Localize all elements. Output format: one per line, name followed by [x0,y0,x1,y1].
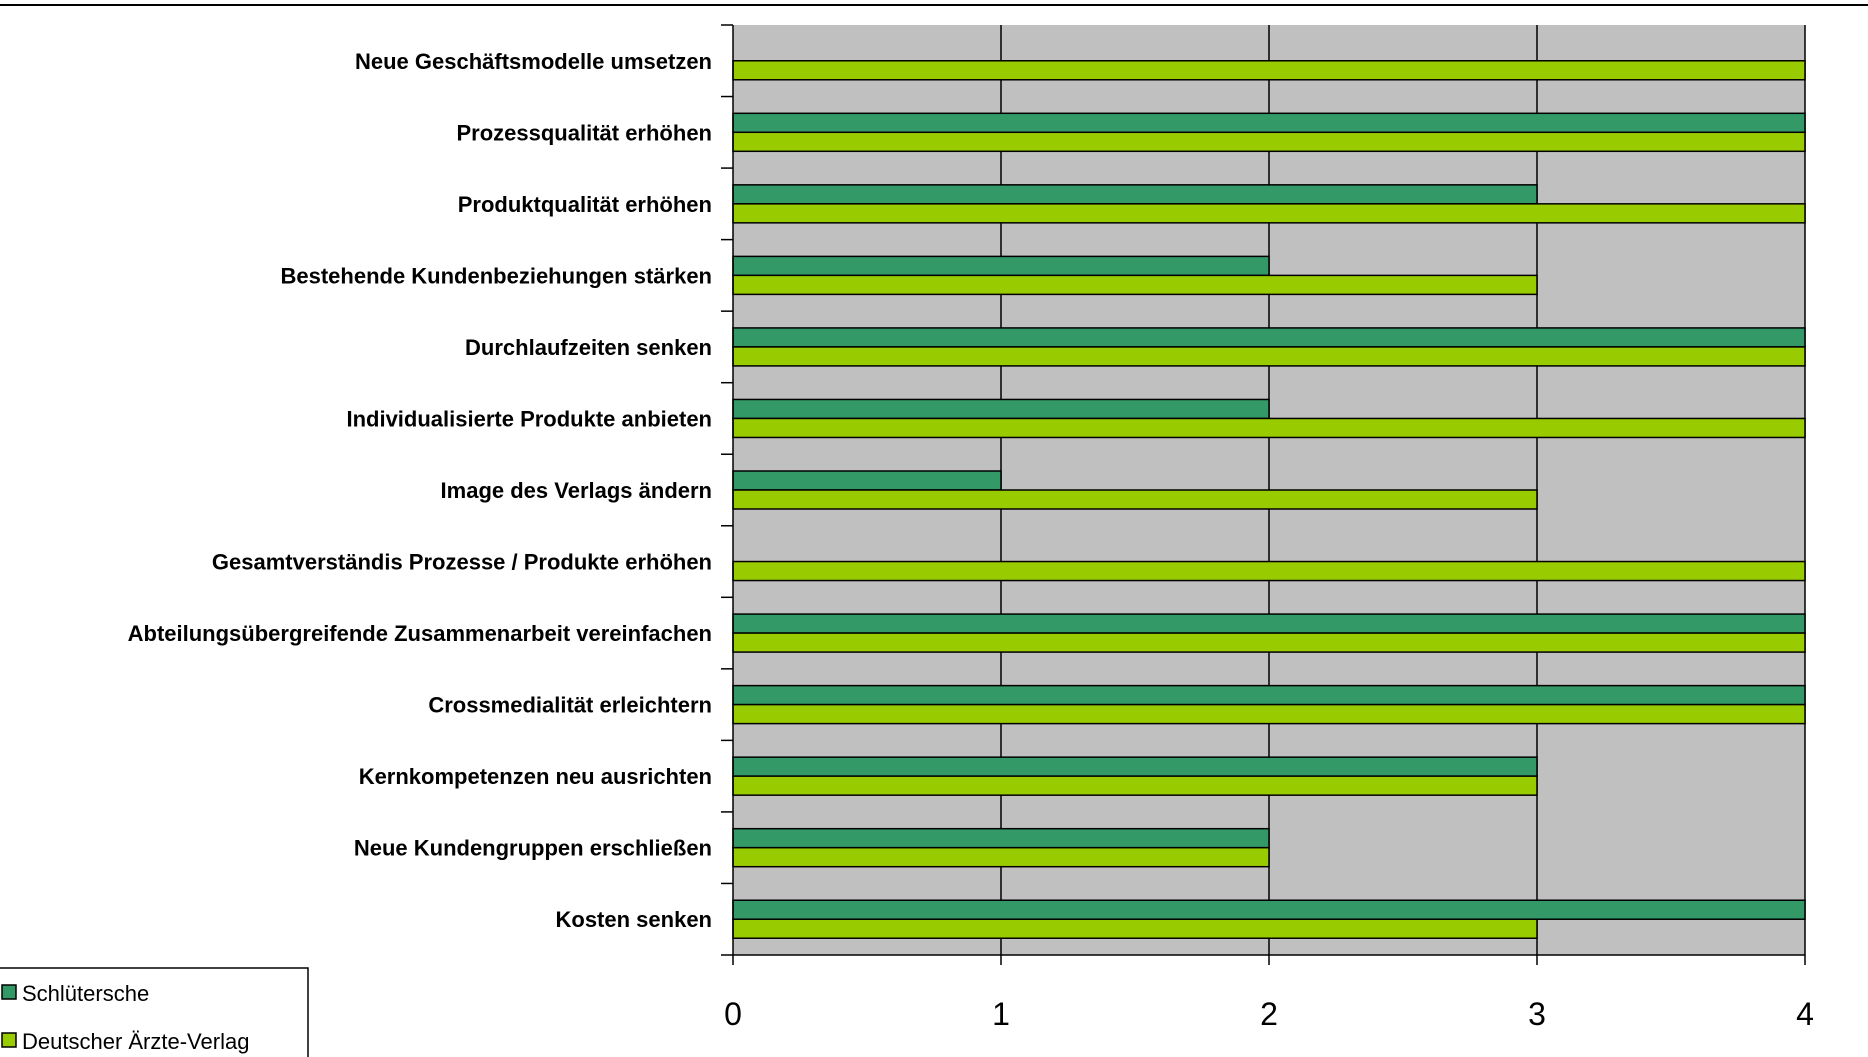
bar [732,703,1806,725]
bar [732,775,1538,796]
x-tick-label: 1 [992,996,1010,1032]
bar [732,756,1538,777]
legend-label-deutscher-arzte-verlag: Deutscher Ärzte-Verlag [22,1029,249,1054]
category-label: Durchlaufzeiten senken [465,335,712,360]
y-axis [721,24,734,956]
category-label: Gesamtverständis Prozesse / Produkte erh… [212,550,712,575]
bar [732,398,1270,420]
bar [732,918,1538,939]
category-label: Kosten senken [556,907,713,932]
bar [732,684,1806,706]
category-label: Neue Geschäftsmodelle umsetzen [355,49,712,74]
category-label: Produktqualität erhöhen [458,192,712,217]
bars [732,60,1806,939]
bar [732,846,1270,868]
x-tick-label: 0 [724,996,742,1032]
bar [732,346,1806,367]
bar [732,560,1806,582]
bar [732,274,1538,296]
legend-label-schlutersche: Schlütersche [22,981,149,1006]
x-tick-label: 4 [1796,996,1814,1032]
bar [732,613,1806,634]
bar [732,327,1806,348]
category-label: Crossmedialität erleichtern [428,693,712,718]
category-label: Prozessqualität erhöhen [456,120,712,145]
bar [732,470,1002,491]
x-tick-label: 3 [1528,996,1546,1032]
category-label: Neue Kundengruppen erschließen [354,836,712,861]
category-label: Abteilungsübergreifende Zusammenarbeit v… [128,621,712,646]
x-tick-label: 2 [1260,996,1278,1032]
bar [732,899,1806,920]
bar [732,112,1806,134]
bar [732,255,1270,277]
bar [732,489,1538,510]
bar [732,131,1806,153]
legend: Schlütersche Deutscher Ärzte-Verlag [0,967,309,1057]
category-label: Kernkompetenzen neu ausrichten [359,764,712,789]
category-label: Image des Verlags ändern [441,478,712,503]
category-label: Individualisierte Produkte anbieten [346,406,712,431]
bar [732,632,1806,653]
bar [732,827,1270,849]
bar [732,60,1806,81]
bar [732,203,1806,224]
bar [732,417,1806,439]
category-labels: Neue Geschäftsmodelle umsetzen Prozessqua… [128,49,712,932]
x-axis: 0 1 2 3 4 [724,954,1814,1032]
category-label: Bestehende Kundenbeziehungen stärken [280,263,712,288]
legend-swatch-schlutersche [1,984,17,1000]
legend-swatch-deutscher-arzte-verlag [1,1032,17,1048]
bar [732,184,1538,205]
legend-box [0,967,309,1057]
